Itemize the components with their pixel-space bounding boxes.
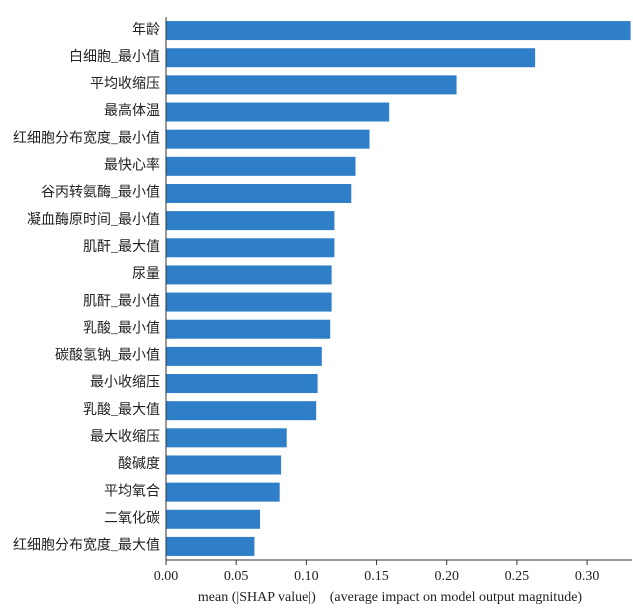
y-tick-label: 碳酸氢钠_最小值 <box>55 348 160 364</box>
bar <box>166 183 352 203</box>
x-tick-label: 0.15 <box>364 569 389 584</box>
bar <box>166 401 317 421</box>
bar <box>166 346 322 366</box>
y-tick-label: 年龄 <box>132 22 160 38</box>
y-tick-label: 肌酐_最小值 <box>83 293 160 309</box>
bar <box>166 21 631 41</box>
y-tick-label: 最大收缩压 <box>90 429 160 445</box>
x-axis-label: mean (|SHAP value|) (average impact on m… <box>198 590 582 605</box>
y-tick-label: 白细胞_最小值 <box>69 49 160 65</box>
y-tick-label: 肌酐_最大值 <box>83 239 160 255</box>
bar <box>166 48 536 68</box>
y-tick-label: 最快心率 <box>104 157 160 174</box>
x-tick-label: 0.00 <box>154 569 179 584</box>
bar <box>166 265 332 285</box>
x-tick-label: 0.25 <box>505 569 530 584</box>
y-tick-label: 最小收缩压 <box>90 375 160 391</box>
bar <box>166 509 261 529</box>
bar <box>166 156 356 176</box>
y-tick-label: 最高体温 <box>104 102 160 119</box>
x-tick-label: 0.30 <box>575 569 600 584</box>
bar <box>166 129 370 149</box>
y-tick-label: 酸碱度 <box>118 456 160 472</box>
x-tick-label: 0.05 <box>224 569 249 584</box>
x-tick-label: 0.20 <box>434 569 459 584</box>
bar <box>166 536 255 556</box>
y-tick-label: 尿量 <box>132 266 160 282</box>
y-tick-label: 凝血酶原时间_最小值 <box>27 212 160 228</box>
y-tick-label: 平均氧合 <box>104 483 160 499</box>
y-tick-label: 二氧化碳 <box>104 510 160 526</box>
bar <box>166 374 318 394</box>
y-tick-label: 乳酸_最大值 <box>83 402 160 418</box>
bar <box>166 211 335 231</box>
bar <box>166 428 287 448</box>
bar <box>166 319 331 339</box>
y-tick-label: 红细胞分布宽度_最大值 <box>13 537 160 554</box>
y-tick-label: 红细胞分布宽度_最小值 <box>13 129 160 146</box>
y-tick-label: 平均收缩压 <box>90 76 160 92</box>
bar <box>166 455 282 475</box>
y-tick-label: 乳酸_最小值 <box>83 320 160 336</box>
x-tick-label: 0.10 <box>294 569 319 584</box>
bar <box>166 75 457 95</box>
bar <box>166 102 390 122</box>
bar <box>166 482 280 502</box>
bar <box>166 238 335 258</box>
bar <box>166 292 332 312</box>
y-tick-label: 谷丙转氨酶_最小值 <box>41 185 160 201</box>
